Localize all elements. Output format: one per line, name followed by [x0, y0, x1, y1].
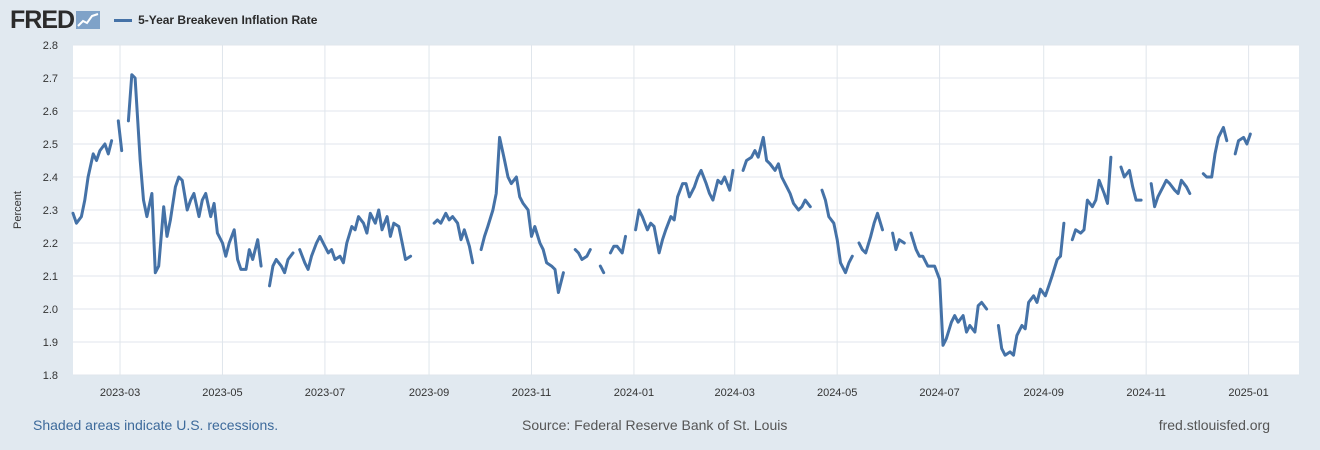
y-tick-label: 2.7	[43, 73, 58, 85]
x-tick-label: 2023-11	[512, 387, 552, 399]
series-line	[268, 251, 295, 288]
y-tick-label: 1.9	[43, 337, 58, 349]
chart-legend: 5-Year Breakeven Inflation Rate	[114, 13, 317, 27]
series-line	[1201, 126, 1229, 179]
series-line	[741, 135, 812, 212]
x-tick-label: 2024-09	[1024, 387, 1064, 399]
legend-swatch	[114, 18, 133, 22]
y-tick-label: 2.1	[43, 271, 58, 283]
site-link[interactable]: fred.stlouisfed.org	[1158, 417, 1270, 433]
x-tick-label: 2023-07	[305, 387, 345, 399]
y-tick-label: 2.3	[43, 205, 58, 217]
series-line	[891, 231, 906, 252]
series-line	[432, 211, 475, 265]
x-tick-label: 2024-05	[817, 387, 857, 399]
y-tick-label: 1.8	[43, 370, 58, 382]
series-line	[1119, 165, 1143, 202]
x-tick-label: 2023-09	[409, 387, 449, 399]
series-line	[116, 119, 124, 153]
y-tick-label: 2.4	[43, 172, 58, 184]
chart-header: FRED 5-Year Breakeven Inflation Rate	[10, 6, 317, 34]
series-line	[1233, 132, 1252, 156]
fred-logo[interactable]: FRED	[10, 6, 75, 34]
x-tick-label: 2024-07	[919, 387, 959, 399]
x-tick-label: 2024-03	[715, 387, 755, 399]
series-line	[857, 211, 884, 255]
x-tick-label: 2023-05	[202, 387, 242, 399]
series-line	[996, 221, 1066, 357]
series-line	[1070, 155, 1113, 242]
y-tick-label: 2.8	[43, 40, 58, 52]
legend-label[interactable]: 5-Year Breakeven Inflation Rate	[138, 13, 318, 27]
x-tick-label: 2024-01	[614, 387, 654, 399]
series-line	[820, 188, 854, 275]
series-line	[479, 135, 565, 294]
series-line	[298, 208, 413, 271]
series-line	[1149, 178, 1192, 209]
series-line	[126, 73, 263, 275]
series-line	[608, 234, 627, 255]
series-line	[71, 139, 114, 225]
x-tick-label: 2024-11	[1126, 387, 1166, 399]
recessions-note: Shaded areas indicate U.S. recessions.	[33, 417, 279, 433]
y-tick-label: 2.6	[43, 106, 58, 118]
y-tick-label: 2.5	[43, 139, 58, 151]
y-tick-label: 2.0	[43, 304, 58, 316]
y-tick-label: 2.2	[43, 238, 58, 250]
series-line	[634, 168, 735, 255]
source-note: Source: Federal Reserve Bank of St. Loui…	[522, 417, 788, 433]
x-tick-label: 2023-03	[100, 387, 140, 399]
series-line	[909, 231, 989, 347]
x-tick-label: 2025-01	[1228, 387, 1268, 399]
y-axis-label: Percent	[12, 191, 24, 229]
series-line	[598, 264, 606, 275]
line-chart: 1.8 1.9 2.0 2.1 2.2 2.3 2.4 2.5 2.6 2.7 2.8 2023-03…	[12, 40, 1299, 399]
trend-chart-icon	[76, 11, 101, 29]
series-line	[573, 248, 592, 261]
